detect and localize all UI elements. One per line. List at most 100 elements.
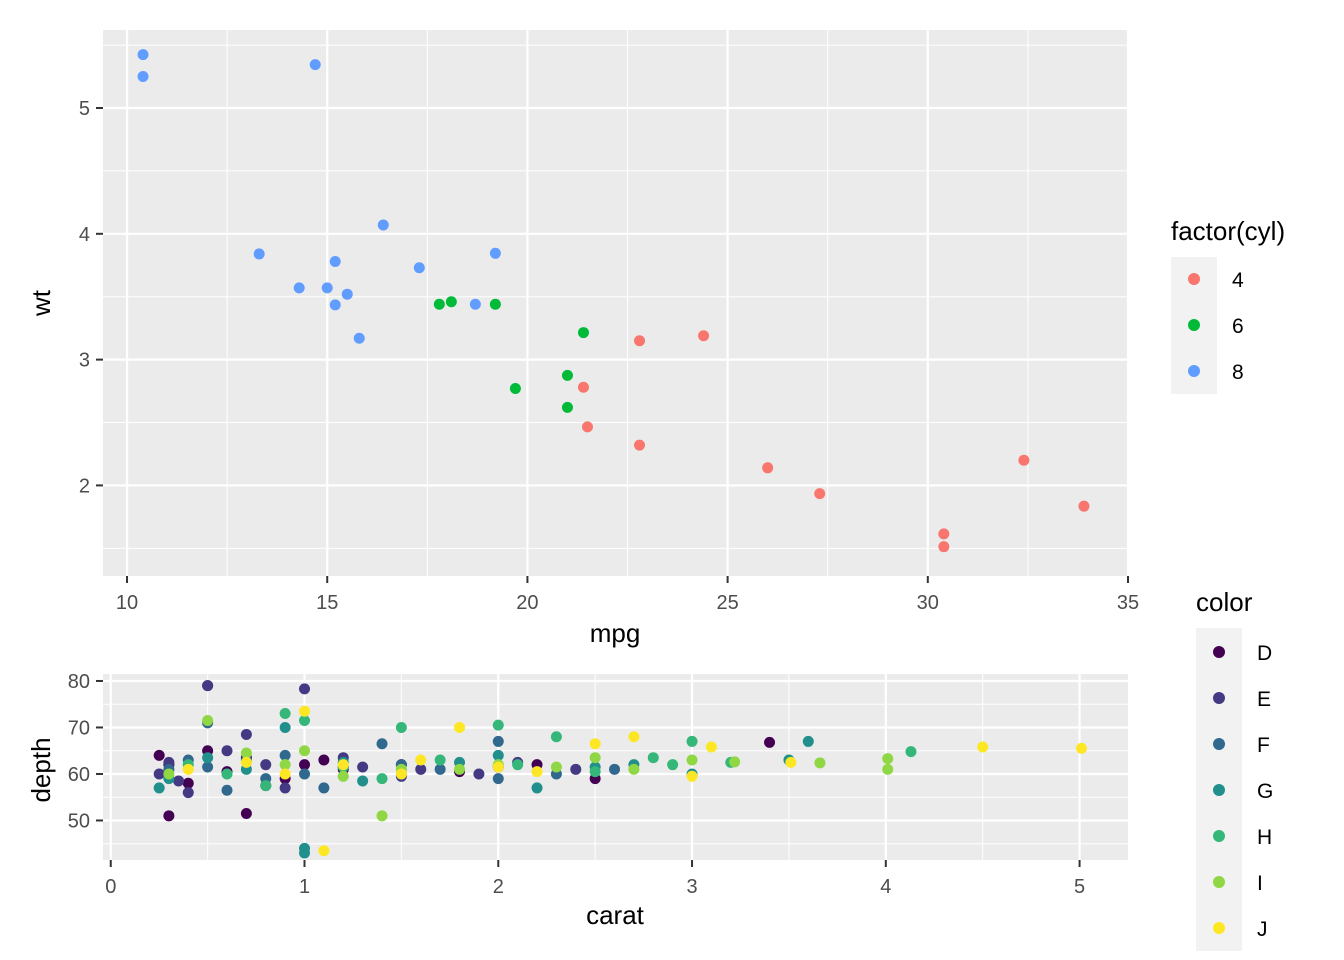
point-e-bottom xyxy=(240,728,252,740)
x-axis-title-bottom: carat xyxy=(586,900,645,930)
point-f-bottom xyxy=(609,763,621,775)
point-d-bottom xyxy=(299,759,311,771)
point-d-bottom xyxy=(153,749,165,761)
point-h-bottom xyxy=(512,759,524,771)
point-6-top xyxy=(509,383,521,395)
point-8-top xyxy=(329,255,341,267)
legend-label-d-bottom: D xyxy=(1257,642,1272,665)
legend-label-f-bottom: F xyxy=(1257,734,1270,757)
point-h-bottom xyxy=(667,759,679,771)
point-f-bottom xyxy=(376,738,388,750)
point-4-top xyxy=(577,381,589,393)
point-i-bottom xyxy=(882,763,894,775)
point-i-bottom xyxy=(882,753,894,765)
point-h-bottom xyxy=(905,746,917,758)
point-6-top xyxy=(489,298,501,310)
x-tick-label-bottom: 2 xyxy=(493,876,504,898)
legend-label-h-bottom: H xyxy=(1257,826,1272,849)
point-j-bottom xyxy=(977,741,989,753)
point-i-bottom xyxy=(454,763,466,775)
point-i-bottom xyxy=(337,770,349,782)
point-4-top xyxy=(581,421,593,433)
point-i-bottom xyxy=(686,754,698,766)
point-h-bottom xyxy=(260,780,272,792)
point-j-bottom xyxy=(299,705,311,717)
x-tick-label-top: 30 xyxy=(917,592,939,614)
point-e-bottom xyxy=(299,683,311,695)
y-tick-label-top: 3 xyxy=(79,350,90,372)
legend-key-8-top xyxy=(1188,365,1200,377)
point-i-bottom xyxy=(376,810,388,822)
legend-label-e-bottom: E xyxy=(1257,688,1271,711)
legend-factor-cyl: factor(cyl) 4 6 8 xyxy=(1171,216,1285,394)
x-tick-label-top: 25 xyxy=(716,592,738,614)
point-4-top xyxy=(634,439,646,451)
point-j-bottom xyxy=(395,768,407,780)
point-d-bottom xyxy=(163,810,175,822)
legend-title-bottom: color xyxy=(1196,587,1253,617)
point-g-bottom xyxy=(802,735,814,747)
point-6-top xyxy=(577,327,589,339)
point-f-bottom xyxy=(279,749,291,761)
point-8-top xyxy=(377,219,389,231)
point-f-bottom xyxy=(434,763,446,775)
x-tick-label-bottom: 3 xyxy=(686,876,697,898)
point-e-bottom xyxy=(279,782,291,794)
legend-key-h-bottom xyxy=(1213,830,1225,842)
point-8-top xyxy=(293,282,305,294)
point-f-bottom xyxy=(492,735,504,747)
y-tick-label-bottom: 80 xyxy=(68,671,90,693)
point-i-bottom xyxy=(628,763,640,775)
legend-key-e-bottom xyxy=(1213,692,1225,704)
point-8-top xyxy=(253,248,265,260)
point-h-bottom xyxy=(550,731,562,743)
point-i-bottom xyxy=(202,715,214,726)
point-j-bottom xyxy=(686,770,698,782)
point-4-top xyxy=(762,462,774,474)
point-f-bottom xyxy=(221,784,233,796)
point-d-bottom xyxy=(764,736,776,748)
point-4-top xyxy=(1078,500,1090,512)
plot-panel-top xyxy=(103,30,1128,576)
legend-label-g-bottom: G xyxy=(1257,780,1273,803)
point-h-bottom xyxy=(376,773,388,785)
x-tick-label-top: 15 xyxy=(316,592,338,614)
point-g-bottom xyxy=(299,847,311,859)
legend-label-i-bottom: I xyxy=(1257,872,1263,895)
legend-key-6-top xyxy=(1188,319,1200,331)
point-i-bottom xyxy=(163,768,175,780)
x-tick-label-top: 20 xyxy=(516,592,538,614)
point-4-top xyxy=(1018,454,1030,466)
point-e-bottom xyxy=(260,759,272,771)
point-8-top xyxy=(309,59,321,71)
point-e-bottom xyxy=(182,787,194,799)
x-tick-label-bottom: 4 xyxy=(880,876,891,898)
point-j-bottom xyxy=(415,754,427,766)
point-e-bottom xyxy=(202,680,214,692)
point-i-bottom xyxy=(814,757,826,769)
point-e-bottom xyxy=(357,761,369,773)
point-j-bottom xyxy=(318,845,330,857)
point-h-bottom xyxy=(299,715,311,726)
point-j-bottom xyxy=(182,763,194,775)
point-j-bottom xyxy=(1075,742,1087,754)
legend-key-d-bottom xyxy=(1213,646,1225,658)
point-f-bottom xyxy=(202,761,214,773)
point-4-top xyxy=(814,488,826,500)
legend-label-j-bottom: J xyxy=(1257,918,1268,941)
y-tick-label-top: 5 xyxy=(79,98,90,120)
point-i-bottom xyxy=(589,752,601,764)
point-e-bottom xyxy=(473,768,485,780)
point-j-bottom xyxy=(492,761,504,773)
point-h-bottom xyxy=(589,766,601,778)
point-j-bottom xyxy=(240,756,252,768)
y-axis-title-bottom: depth xyxy=(26,737,56,802)
legend-label-6-top: 6 xyxy=(1232,315,1244,338)
legend-title-top: factor(cyl) xyxy=(1171,216,1285,246)
x-tick-label-top: 35 xyxy=(1117,592,1139,614)
point-8-top xyxy=(353,332,365,344)
point-4-top xyxy=(938,528,950,540)
point-8-top xyxy=(137,71,149,83)
